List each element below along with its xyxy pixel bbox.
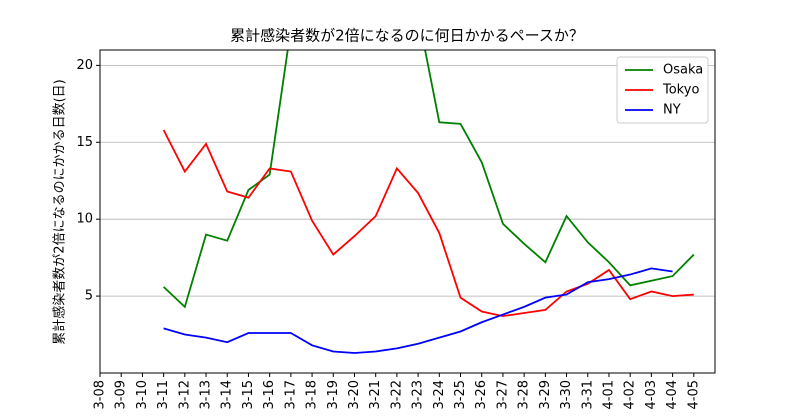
x-tick-label: 3-29 (538, 380, 553, 410)
x-tick-label: 3-14 (220, 380, 235, 410)
plot-lines (162, 50, 695, 354)
x-tick-label: 3-20 (347, 380, 362, 410)
chart-title: 累計感染者数が2倍になるのに何日かかるペースか？ (230, 27, 584, 45)
x-tick-label: 4-05 (686, 380, 701, 410)
x-tick-label: 3-16 (262, 380, 277, 410)
x-tick-label: 4-04 (665, 380, 680, 410)
x-tick-label: 3-17 (283, 380, 298, 410)
x-tick-label: 3-12 (177, 380, 192, 410)
x-tick-label: 4-03 (644, 380, 659, 410)
x-tick-label: 3-25 (453, 380, 468, 410)
line-series (163, 267, 673, 354)
x-tick-label: 3-28 (517, 380, 532, 410)
y-axis-label: 累計感染者数が2倍になるのにかかる日数(日) (52, 79, 68, 344)
x-tick-label: 3-30 (559, 380, 574, 410)
x-tick-label: 3-27 (495, 380, 510, 410)
y-tick-label: 10 (76, 212, 93, 227)
x-tick-label: 3-15 (241, 380, 256, 410)
x-tick-label: 3-18 (305, 380, 320, 410)
x-tick-label: 3-10 (135, 380, 150, 410)
x-tick-label: 3-31 (580, 380, 595, 410)
x-tick-label: 3-08 (93, 380, 108, 410)
x-tick-label: 3-24 (432, 380, 447, 410)
x-tick-label: 4-02 (623, 380, 638, 410)
x-tick-label: 3-23 (411, 380, 426, 410)
legend-label: Tokyo (662, 83, 699, 98)
legend-label: NY (663, 103, 681, 118)
y-tick-label: 20 (76, 58, 93, 73)
legend-label: Osaka (663, 63, 703, 78)
x-tick-label: 3-13 (199, 380, 214, 410)
plot-frame (99, 49, 716, 374)
x-tick-label: 3-09 (114, 380, 129, 410)
x-tick-label: 4-01 (601, 380, 616, 410)
x-tick-label: 3-22 (389, 380, 404, 410)
y-tick-label: 5 (85, 289, 93, 304)
y-tick-label: 15 (76, 135, 93, 150)
legend-box (616, 56, 709, 124)
line-series (162, 129, 694, 318)
x-tick-label: 3-21 (368, 380, 383, 410)
x-tick-label: 3-19 (326, 380, 341, 410)
line-series (163, 50, 695, 309)
x-tick-label: 3-11 (156, 380, 171, 410)
x-tick-label: 3-26 (474, 380, 489, 410)
